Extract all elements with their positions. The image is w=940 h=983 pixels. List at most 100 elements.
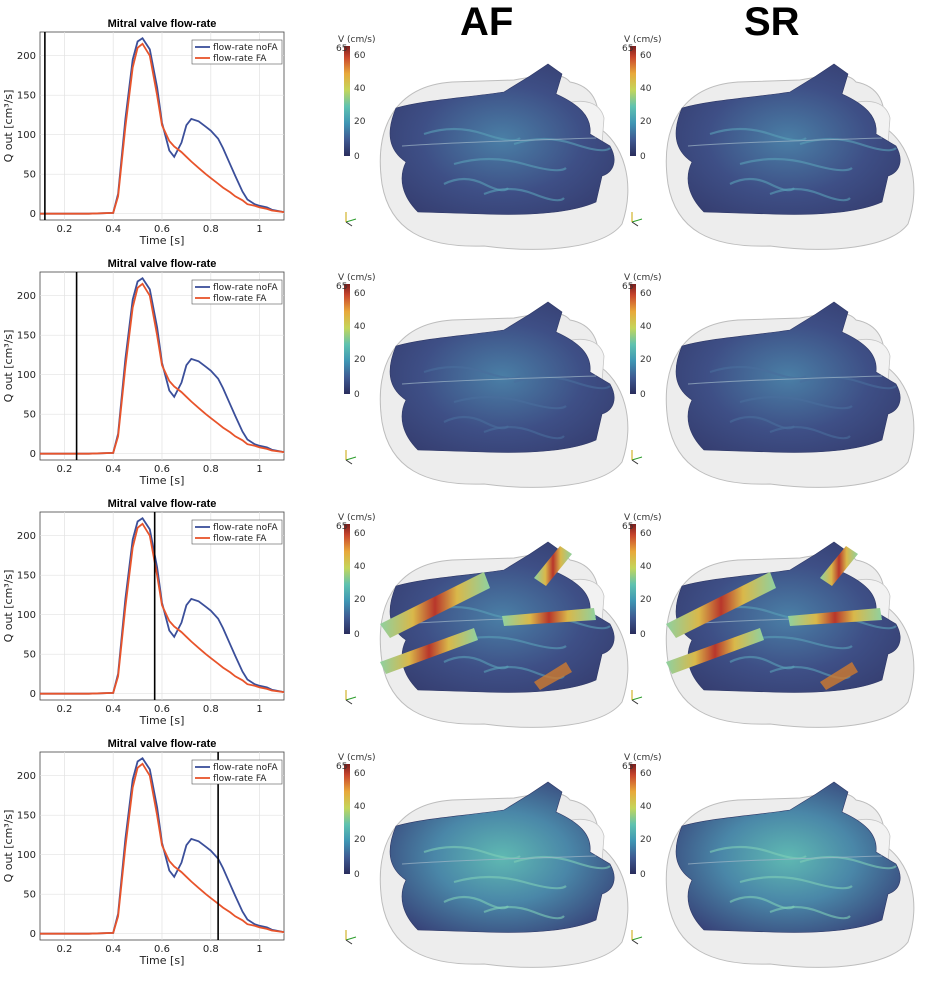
y-tick-label: 100 bbox=[17, 610, 36, 621]
flow-render-sr: V (cm/s)65 60 40 20 0 bbox=[622, 273, 915, 488]
chart-title: Mitral valve flow-rate bbox=[108, 498, 217, 510]
legend-box bbox=[191, 759, 283, 785]
flow-swirl bbox=[423, 127, 521, 142]
colorbar-tick-label: 60 bbox=[354, 289, 366, 299]
x-tick-label: 0.4 bbox=[105, 944, 121, 955]
y-axis-label: Q out [cm³/s] bbox=[2, 810, 15, 883]
flow-rate-chart: 0.2 0.4 0.6 0.8 1 0 50 100 150 200 Mitral valve fl… bbox=[2, 18, 285, 247]
legend-label: flow-rate noFA bbox=[213, 523, 278, 533]
velocity-jet bbox=[380, 628, 478, 674]
flow-render-af: V (cm/s)65 60 40 20 0 bbox=[336, 513, 629, 728]
y-tick-label: 150 bbox=[17, 571, 36, 582]
colorbar-max-label: 65 bbox=[336, 44, 347, 54]
flow-render-sr: V (cm/s)65 60 40 20 0 bbox=[622, 753, 915, 968]
series-line-fa bbox=[40, 762, 285, 935]
colorbar-tick-label: 60 bbox=[640, 769, 652, 779]
colorbar-tick-label: 20 bbox=[640, 595, 652, 605]
colorbar-tick-label: 60 bbox=[640, 51, 652, 61]
colorbar-tick-label: 20 bbox=[354, 355, 366, 365]
velocity-jet bbox=[380, 572, 490, 638]
flow-swirl bbox=[709, 365, 807, 380]
y-tick-label: 200 bbox=[17, 291, 36, 302]
series-line-fa bbox=[40, 522, 285, 695]
colorbar-tick-label: 20 bbox=[354, 835, 366, 845]
colorbar bbox=[630, 284, 636, 394]
flow-render-af: V (cm/s)65 60 40 20 0 bbox=[336, 35, 629, 250]
colorbar-tick-label: 20 bbox=[640, 355, 652, 365]
y-tick-label: 100 bbox=[17, 370, 36, 381]
flow-swirl bbox=[729, 415, 795, 430]
x-tick-label: 0.8 bbox=[203, 464, 219, 475]
x-axis-label: Time [s] bbox=[139, 234, 185, 247]
flow-swirl bbox=[453, 395, 567, 410]
chart-title: Mitral valve flow-rate bbox=[108, 738, 217, 750]
colorbar-tick-label: 0 bbox=[640, 152, 646, 162]
series-line-nofa bbox=[40, 37, 285, 215]
flow-swirl bbox=[739, 157, 853, 172]
colorbar bbox=[630, 764, 636, 874]
legend-box bbox=[191, 519, 283, 545]
velocity-jet bbox=[502, 608, 596, 626]
y-tick-label: 50 bbox=[23, 410, 36, 421]
x-tick-label: 0.8 bbox=[203, 944, 219, 955]
column-title-af: AF bbox=[460, 0, 514, 44]
flow-swirl bbox=[709, 127, 807, 142]
axes-triad-icon bbox=[345, 690, 357, 705]
y-tick-label: 100 bbox=[17, 130, 36, 141]
series-line-nofa bbox=[40, 517, 285, 695]
y-tick-label: 200 bbox=[17, 51, 36, 62]
colorbar-max-label: 65 bbox=[622, 44, 633, 54]
x-tick-label: 0.6 bbox=[154, 704, 170, 715]
colorbar bbox=[630, 46, 636, 156]
plane-edge bbox=[401, 375, 597, 385]
y-axis-label: Q out [cm³/s] bbox=[2, 570, 15, 643]
colorbar-tick-label: 0 bbox=[354, 152, 360, 162]
colorbar bbox=[344, 524, 350, 634]
y-tick-label: 150 bbox=[17, 91, 36, 102]
colorbar-title: V (cm/s) bbox=[338, 35, 375, 45]
colorbar-title: V (cm/s) bbox=[624, 513, 661, 523]
x-tick-label: 1 bbox=[256, 464, 262, 475]
flow-swirl bbox=[453, 875, 567, 890]
x-tick-label: 0.2 bbox=[56, 224, 72, 235]
colorbar-title: V (cm/s) bbox=[624, 753, 661, 763]
y-axis-label: Q out [cm³/s] bbox=[2, 90, 15, 163]
legend-box bbox=[191, 279, 283, 305]
axes-triad-icon bbox=[631, 212, 643, 227]
flow-swirl bbox=[423, 845, 521, 860]
velocity-jet bbox=[534, 546, 572, 586]
colorbar bbox=[630, 524, 636, 634]
legend-box bbox=[191, 39, 283, 65]
colorbar-tick-label: 40 bbox=[640, 322, 652, 332]
colorbar-title: V (cm/s) bbox=[338, 273, 375, 283]
colorbar-tick-label: 40 bbox=[640, 84, 652, 94]
colorbar-tick-label: 40 bbox=[354, 802, 366, 812]
y-tick-label: 0 bbox=[30, 449, 36, 460]
x-tick-label: 0.4 bbox=[105, 224, 121, 235]
colorbar-tick-label: 0 bbox=[640, 390, 646, 400]
velocity-jet bbox=[666, 628, 764, 674]
colorbar-tick-label: 60 bbox=[640, 529, 652, 539]
y-tick-label: 0 bbox=[30, 209, 36, 220]
flow-swirl bbox=[709, 845, 807, 860]
y-tick-label: 150 bbox=[17, 811, 36, 822]
legend-label: flow-rate noFA bbox=[213, 283, 278, 293]
colorbar-tick-label: 0 bbox=[354, 870, 360, 880]
series-line-fa bbox=[40, 282, 285, 455]
x-tick-label: 0.6 bbox=[154, 944, 170, 955]
colorbar-tick-label: 20 bbox=[354, 595, 366, 605]
colorbar-tick-label: 60 bbox=[354, 529, 366, 539]
plane-edge bbox=[401, 855, 597, 865]
x-tick-label: 0.2 bbox=[56, 464, 72, 475]
velocity-jet bbox=[820, 662, 858, 690]
flow-swirl bbox=[443, 895, 509, 910]
flow-swirl bbox=[443, 177, 509, 192]
flow-render-af: V (cm/s)65 60 40 20 0 bbox=[336, 273, 629, 488]
series-line-fa bbox=[40, 42, 285, 215]
colorbar-tick-label: 20 bbox=[640, 117, 652, 127]
axes-triad-icon bbox=[345, 930, 357, 945]
colorbar-title: V (cm/s) bbox=[624, 35, 661, 45]
flow-swirl bbox=[443, 655, 509, 670]
velocity-jet bbox=[820, 546, 858, 586]
legend-label: flow-rate FA bbox=[213, 774, 267, 784]
